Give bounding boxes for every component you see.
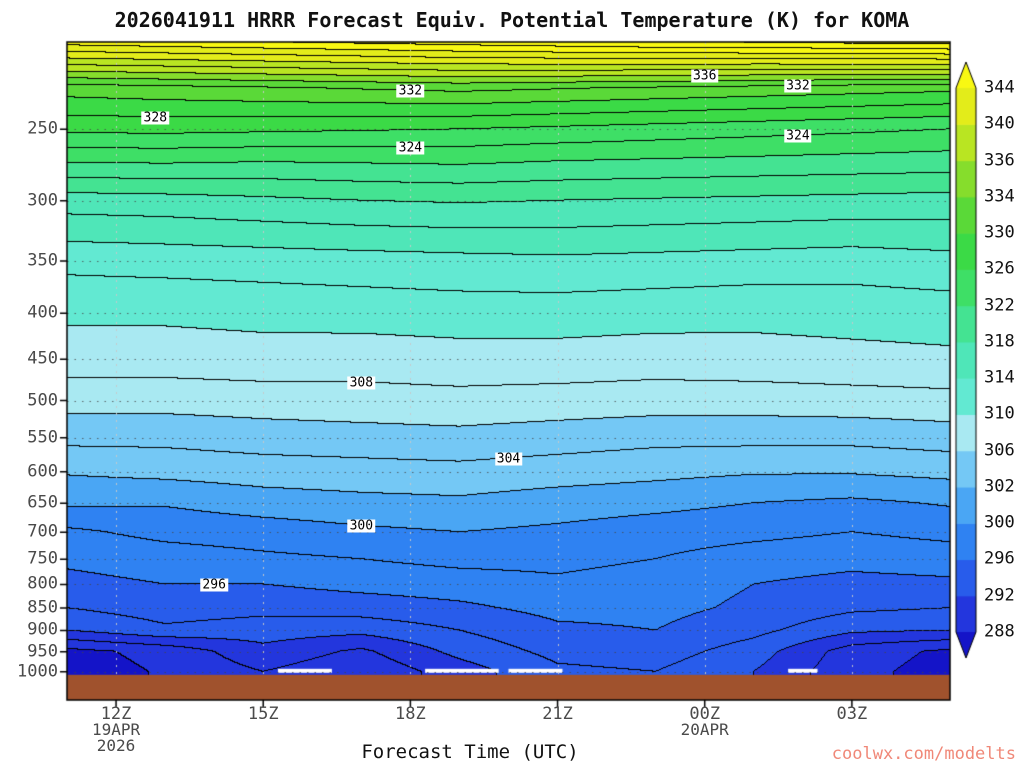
y-tick-label: 400 <box>27 302 58 323</box>
colorbar-tick-label: 344 <box>984 77 1015 98</box>
y-tick-label: 1000 <box>17 661 58 682</box>
y-tick-label: 600 <box>27 461 58 482</box>
colorbar-tick-label: 330 <box>984 222 1015 243</box>
y-tick-label: 350 <box>27 250 58 271</box>
site-watermark: coolwx.com/modelts <box>831 744 1016 764</box>
x-tick-date-label: 19APR <box>91 720 141 739</box>
y-tick-label: 750 <box>27 548 58 569</box>
contour-label: 300 <box>347 518 376 534</box>
y-tick-label: 450 <box>27 348 58 369</box>
x-tick-label: 18Z <box>395 704 426 724</box>
colorbar-tick-label: 334 <box>984 186 1015 207</box>
x-tick-label: 21Z <box>542 704 573 724</box>
colorbar-tick-label: 314 <box>984 367 1015 388</box>
colorbar-tick-label: 310 <box>984 403 1015 424</box>
colorbar-tick-label: 302 <box>984 476 1015 497</box>
contour-label: 336 <box>690 68 719 84</box>
x-tick-label: 03Z <box>836 704 868 724</box>
contour-label: 304 <box>494 451 523 467</box>
contour-label: 332 <box>784 78 812 94</box>
contour-label: 332 <box>396 83 425 99</box>
contour-label: 324 <box>396 140 425 156</box>
y-tick-label: 950 <box>27 641 58 662</box>
y-tick-label: 500 <box>27 390 58 410</box>
colorbar-tick-label: 288 <box>984 621 1015 642</box>
contour-label: 308 <box>347 375 376 391</box>
colorbar-tick-label: 306 <box>984 440 1015 461</box>
contour-label: 324 <box>784 128 812 144</box>
x-tick-label: 00Z <box>689 704 721 724</box>
colorbar-tick-label: 326 <box>984 258 1015 279</box>
contour-label: 328 <box>141 110 170 126</box>
colorbar-tick-label: 300 <box>984 512 1015 533</box>
colorbar-tick-label: 340 <box>984 113 1015 134</box>
colorbar-tick-label: 292 <box>984 585 1015 606</box>
colorbar-tick-label: 318 <box>984 331 1015 352</box>
y-tick-label: 550 <box>27 427 58 448</box>
x-tick-date-label: 20APR <box>680 720 729 739</box>
x-tick-date-label: 2026 <box>96 736 136 755</box>
y-tick-label: 900 <box>27 619 58 640</box>
x-axis-title: Forecast Time (UTC) <box>361 741 579 763</box>
y-tick-label: 800 <box>27 573 58 594</box>
y-tick-label: 700 <box>27 521 58 542</box>
y-tick-label: 300 <box>27 190 58 211</box>
colorbar-tick-label: 336 <box>984 150 1015 171</box>
colorbar-tick-label: 296 <box>984 548 1015 569</box>
y-tick-label: 650 <box>27 492 58 513</box>
y-tick-label: 250 <box>27 118 58 139</box>
x-tick-label: 15Z <box>247 704 279 724</box>
contour-label: 296 <box>200 577 228 593</box>
x-tick-label: 12Z <box>100 704 132 724</box>
colorbar-tick-label: 322 <box>984 295 1015 316</box>
y-tick-label: 850 <box>27 597 58 618</box>
